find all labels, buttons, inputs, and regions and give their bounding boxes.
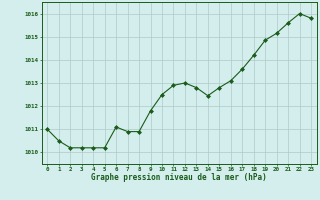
X-axis label: Graphe pression niveau de la mer (hPa): Graphe pression niveau de la mer (hPa)	[91, 173, 267, 182]
